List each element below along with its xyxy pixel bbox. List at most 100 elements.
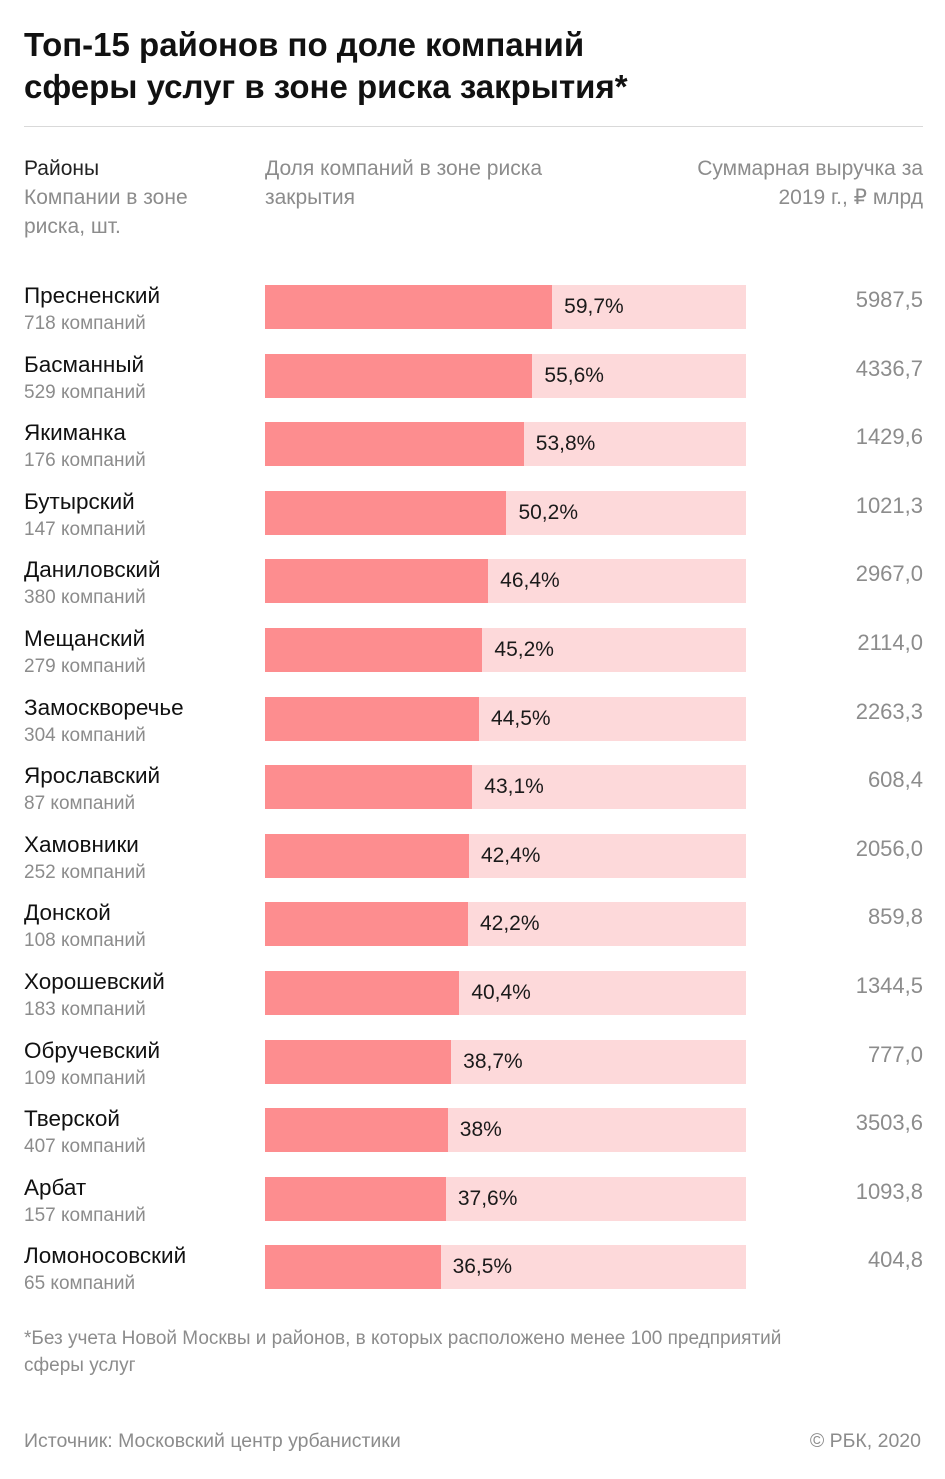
company-count: 109 компаний (24, 1067, 146, 1089)
company-count: 87 компаний (24, 793, 136, 815)
company-count: 279 компаний (24, 656, 146, 677)
bar-row: Хамовники 252 компаний 42,4% 2056,0 (0, 831, 945, 902)
bar-row: Донской 108 компаний 42,2% 859,8 (0, 900, 945, 970)
company-count: 147 компаний (24, 518, 146, 540)
column-header-district: Районы Компании в зоне риска, шт. (24, 154, 254, 241)
bar-row: Обручевский 109 компаний 38,7% 777,0 (0, 1037, 945, 1108)
bar-row: Якиманка 176 компаний 53,8% 1429,6 (0, 420, 945, 490)
district-name: Даниловский (24, 557, 161, 583)
bar-track: 42,4% (265, 833, 746, 878)
bar (265, 902, 468, 947)
bar-row: Бутырский 147 компаний 50,2% 1021,3 (0, 489, 945, 559)
header-companies-label: Компании в зоне риска, шт. (24, 186, 188, 238)
bar-row: Ломоносовский 65 компаний 36,5% 404,8 (0, 1243, 945, 1313)
bar-value-label: 36,5% (452, 1255, 513, 1279)
bar-track: 55,6% (265, 353, 746, 398)
bar (265, 353, 533, 398)
bar-value-label: 37,6% (457, 1186, 518, 1210)
bar-value-label: 46,4% (500, 569, 560, 593)
bar-row: Пресненский 718 компаний 59,7% 5987,5 (0, 283, 945, 353)
bar (265, 628, 483, 672)
bar (265, 1245, 441, 1290)
bar-track: 36,5% (265, 1245, 746, 1290)
bar-value-label: 40,4% (471, 981, 531, 1004)
bar-track: 43,1% (265, 765, 746, 810)
bar (265, 490, 507, 535)
revenue-value: 2056,0 (855, 835, 923, 861)
revenue-value: 2967,0 (855, 561, 923, 587)
bar (265, 1176, 446, 1221)
bar-track: 37,6% (265, 1176, 746, 1221)
company-count: 65 компаний (24, 1273, 136, 1295)
title-divider (24, 126, 923, 127)
company-count: 380 компаний (24, 587, 146, 609)
district-name: Арбат (24, 1174, 87, 1200)
district-name: Тверской (24, 1106, 120, 1132)
revenue-value: 3503,6 (855, 1110, 923, 1136)
bar (265, 696, 480, 741)
company-count: 304 компаний (24, 724, 146, 746)
revenue-value: 1344,5 (855, 973, 923, 998)
company-count: 529 компаний (24, 381, 146, 403)
footnote: *Без учета Новой Москвы и районов, в кот… (24, 1328, 782, 1376)
revenue-value: 404,8 (867, 1247, 923, 1273)
district-name: Хамовники (24, 831, 139, 857)
bar-value-label: 43,1% (484, 775, 544, 799)
bar-row: Басманный 529 компаний 55,6% 4336,7 (0, 351, 945, 422)
company-count: 718 компаний (24, 313, 146, 334)
bar (265, 971, 460, 1015)
bar-track: 45,2% (265, 628, 746, 672)
district-name: Ломоносовский (24, 1243, 187, 1269)
district-name: Хорошевский (24, 969, 165, 994)
bar-row: Мещанский 279 компаний 45,2% 2114,0 (0, 626, 945, 696)
district-name: Якиманка (24, 420, 126, 446)
company-count: 108 компаний (24, 930, 146, 952)
company-count: 407 компаний (24, 1136, 146, 1158)
bar-track: 38,7% (265, 1039, 746, 1084)
district-name: Донской (24, 900, 111, 926)
bar (265, 559, 489, 604)
bar-value-label: 55,6% (544, 363, 604, 387)
chart-title-line-1: Топ-15 районов по доле компаний (24, 26, 585, 63)
revenue-value: 2263,3 (855, 698, 923, 724)
district-name: Басманный (24, 351, 145, 377)
bar (265, 422, 524, 467)
company-count: 157 компаний (24, 1204, 146, 1226)
bar-row: Даниловский 380 компаний 46,4% 2967,0 (0, 557, 945, 627)
district-name: Обручевский (24, 1037, 161, 1063)
bar-row: Хорошевский 183 компаний 40,4% 1344,5 (0, 969, 945, 1039)
district-name: Замоскворечье (24, 694, 184, 720)
bar-track: 42,2% (265, 902, 746, 947)
bar-row: Тверской 407 компаний 38% 3503,6 (0, 1106, 945, 1176)
bar-track: 50,2% (265, 490, 746, 535)
bar-row: Замоскворечье 304 компаний 44,5% 2263,3 (0, 694, 945, 765)
revenue-value: 608,4 (867, 767, 923, 793)
bar-row: Ярославский 87 компаний 43,1% 608,4 (0, 763, 945, 833)
district-name: Ярославский (24, 763, 161, 789)
bar-row: Арбат 157 компаний 37,6% 1093,8 (0, 1174, 945, 1245)
bar-value-label: 45,2% (494, 638, 554, 661)
source-note: Источник: Московский центр урбанистики (24, 1430, 401, 1452)
bar-track: 59,7% (265, 285, 746, 329)
copyright: © РБК, 2020 (809, 1430, 921, 1452)
revenue-value: 1021,3 (855, 492, 923, 518)
bar (265, 833, 469, 878)
bar-track: 40,4% (265, 971, 746, 1015)
revenue-value: 5987,5 (855, 287, 923, 312)
bar-value-label: 42,4% (480, 843, 541, 867)
bar (265, 285, 553, 329)
column-header-revenue: Суммарная выручка за 2019 г., ₽ млрд (697, 157, 923, 209)
bar-value-label: 50,2% (518, 500, 578, 524)
district-name: Пресненский (24, 283, 161, 308)
bar-value-label: 42,2% (479, 912, 540, 936)
chart-title: Топ-15 районов по доле компаний сферы ус… (24, 24, 904, 108)
revenue-value: 859,8 (867, 904, 923, 930)
company-count: 176 компаний (24, 450, 146, 472)
bar-value-label: 44,5% (491, 706, 551, 730)
company-count: 183 компаний (24, 999, 146, 1020)
company-count: 252 компаний (24, 861, 146, 883)
revenue-value: 2114,0 (857, 630, 923, 655)
bar-value-label: 53,8% (535, 432, 596, 456)
revenue-value: 1093,8 (855, 1178, 923, 1204)
bar-track: 46,4% (265, 559, 746, 604)
